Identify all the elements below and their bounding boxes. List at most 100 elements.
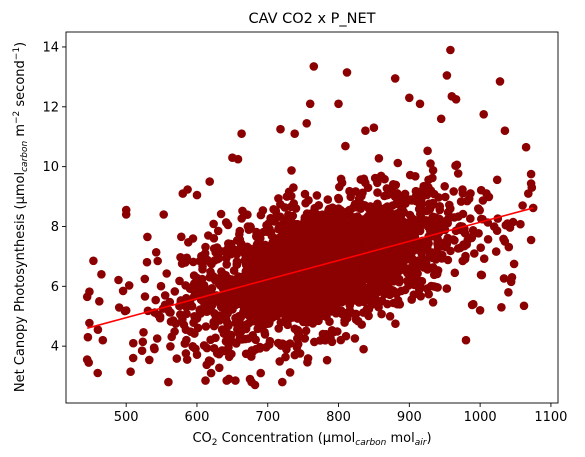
data-point xyxy=(312,191,322,200)
y-tick-label: 8 xyxy=(51,220,59,235)
data-point xyxy=(328,280,338,289)
data-point xyxy=(248,331,258,340)
data-point xyxy=(224,239,233,248)
data-point xyxy=(453,169,463,178)
data-point xyxy=(214,349,224,359)
data-point xyxy=(282,340,291,350)
data-point xyxy=(390,74,400,83)
data-point xyxy=(300,276,310,285)
data-point xyxy=(526,169,536,179)
data-point xyxy=(385,290,395,300)
data-point xyxy=(321,300,331,310)
data-point xyxy=(178,189,188,198)
data-point xyxy=(251,282,261,291)
data-point xyxy=(264,319,274,328)
data-point xyxy=(182,253,192,263)
data-point xyxy=(322,355,332,365)
data-point xyxy=(387,255,396,264)
data-point xyxy=(344,286,354,295)
data-point xyxy=(229,266,239,275)
data-point xyxy=(192,350,202,360)
data-point xyxy=(206,258,215,268)
data-point xyxy=(271,237,281,246)
data-point xyxy=(205,177,214,186)
data-point xyxy=(165,297,175,307)
data-point xyxy=(187,302,197,311)
data-point xyxy=(254,230,264,240)
data-point xyxy=(226,249,236,259)
data-point xyxy=(334,99,343,109)
data-point xyxy=(442,284,452,293)
data-point xyxy=(308,310,318,319)
data-point xyxy=(164,305,173,315)
data-point xyxy=(129,338,138,348)
data-point xyxy=(164,377,173,387)
data-point xyxy=(428,166,438,175)
data-point xyxy=(409,290,419,300)
data-point xyxy=(351,262,360,271)
data-point xyxy=(275,357,285,366)
data-point xyxy=(118,286,128,296)
data-point xyxy=(278,377,287,387)
data-point xyxy=(519,301,529,311)
data-point xyxy=(238,277,248,286)
data-point xyxy=(145,355,154,365)
data-point xyxy=(199,341,209,350)
data-point xyxy=(189,257,198,267)
data-point xyxy=(421,219,431,228)
y-axis-label: Net Canopy Photosynthesis (µmolcarbon m−… xyxy=(12,42,30,392)
data-point xyxy=(285,368,295,377)
data-point xyxy=(476,243,486,252)
data-point xyxy=(391,221,400,231)
data-point xyxy=(139,328,148,337)
data-point xyxy=(209,219,218,229)
data-point xyxy=(334,193,343,203)
data-point xyxy=(167,332,176,342)
data-point xyxy=(209,344,219,353)
data-point xyxy=(280,203,290,212)
data-point xyxy=(366,285,376,295)
data-point xyxy=(341,258,351,268)
data-point xyxy=(166,342,175,351)
data-point xyxy=(314,201,324,210)
data-point xyxy=(391,319,400,329)
data-point xyxy=(153,310,163,320)
data-point xyxy=(343,313,352,323)
data-point xyxy=(213,226,223,236)
data-point xyxy=(290,242,300,252)
data-point xyxy=(255,342,265,352)
data-point xyxy=(436,114,446,124)
data-point xyxy=(505,223,515,232)
data-point xyxy=(192,190,202,200)
data-point xyxy=(162,269,171,278)
data-point xyxy=(114,303,124,312)
data-point xyxy=(287,249,297,259)
data-point xyxy=(340,214,349,224)
data-point xyxy=(489,222,499,231)
data-point xyxy=(299,317,308,327)
data-point xyxy=(398,224,407,233)
data-point xyxy=(385,312,395,321)
data-point xyxy=(446,204,455,213)
y-tick-label: 14 xyxy=(42,40,59,55)
data-point xyxy=(353,316,363,326)
data-point xyxy=(215,293,224,303)
data-point xyxy=(244,225,254,234)
data-point xyxy=(373,188,382,197)
data-point xyxy=(277,280,286,290)
x-tick-label: 900 xyxy=(397,410,422,425)
data-point xyxy=(500,237,510,246)
data-point xyxy=(224,321,233,331)
data-point xyxy=(271,206,281,216)
x-axis: 500 600 700 800 900 1000 1100 xyxy=(114,403,567,425)
data-point xyxy=(177,232,186,242)
data-point xyxy=(345,273,355,283)
data-point xyxy=(492,175,502,185)
data-point xyxy=(240,249,249,258)
data-point xyxy=(315,246,325,256)
data-point xyxy=(466,214,475,223)
data-point xyxy=(224,352,234,362)
data-point xyxy=(260,330,270,339)
data-point xyxy=(138,337,148,347)
data-point xyxy=(201,322,211,331)
